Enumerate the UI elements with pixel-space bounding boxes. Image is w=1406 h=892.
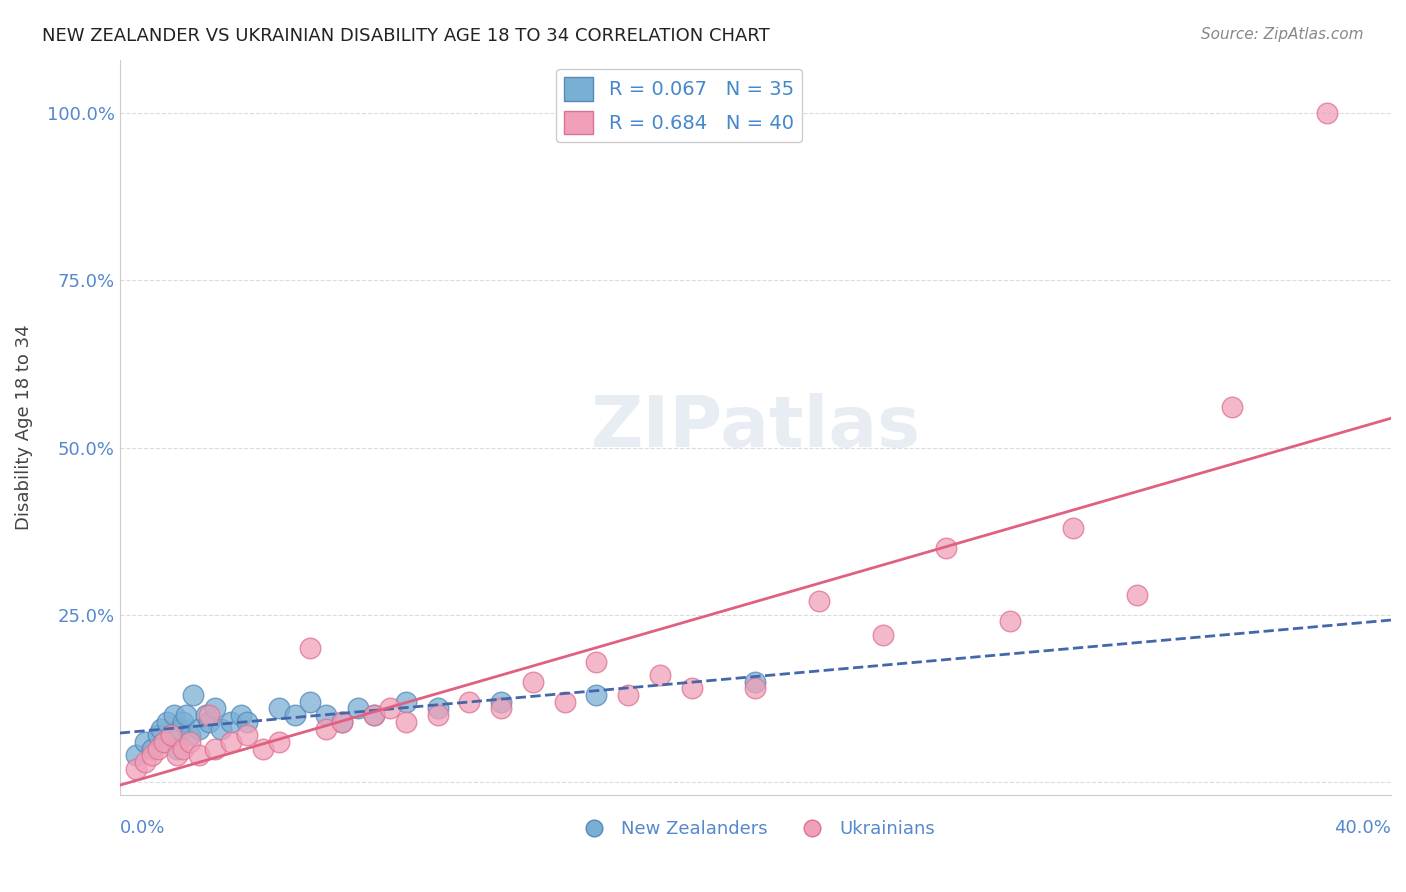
Point (1062, 521, 1084, 535)
Point (163, 708, 186, 723)
Point (159, 728, 181, 742)
Y-axis label: Disability Age 18 to 34: Disability Age 18 to 34 (15, 325, 32, 531)
Point (267, 701, 290, 715)
Point (458, 695, 481, 709)
Point (236, 728, 259, 742)
Point (166, 748, 188, 763)
Point (188, 748, 211, 763)
Point (315, 722, 337, 736)
Point (150, 722, 173, 736)
Point (998, 615, 1021, 629)
Point (124, 762, 146, 776)
Point (179, 728, 201, 742)
Point (1316, 106, 1339, 120)
Point (681, 681, 703, 696)
Point (807, 594, 830, 608)
Point (426, 701, 449, 715)
Point (197, 714, 219, 729)
Point (522, 674, 544, 689)
Text: NEW ZEALANDER VS UKRAINIAN DISABILITY AGE 18 TO 34 CORRELATION CHART: NEW ZEALANDER VS UKRAINIAN DISABILITY AG… (42, 27, 770, 45)
Point (315, 708, 337, 723)
Point (267, 735, 290, 749)
Point (489, 701, 512, 715)
Point (252, 741, 274, 756)
Point (1220, 401, 1243, 415)
Point (426, 708, 449, 723)
Point (169, 722, 191, 736)
Point (141, 741, 163, 756)
Point (146, 728, 169, 742)
Point (489, 695, 512, 709)
Point (181, 688, 204, 702)
Point (395, 714, 418, 729)
Point (330, 714, 353, 729)
Point (172, 741, 194, 756)
Point (585, 688, 607, 702)
Point (134, 755, 156, 769)
Text: Source: ZipAtlas.com: Source: ZipAtlas.com (1201, 27, 1364, 42)
Text: 0.0%: 0.0% (120, 819, 165, 837)
Point (378, 701, 401, 715)
Point (159, 728, 181, 742)
Point (935, 541, 957, 555)
Point (176, 708, 198, 723)
Point (153, 735, 176, 749)
Point (872, 628, 894, 642)
Point (134, 735, 156, 749)
Point (188, 722, 211, 736)
Point (363, 708, 385, 723)
Text: 40.0%: 40.0% (1334, 819, 1391, 837)
Point (363, 708, 385, 723)
Legend: New Zealanders, Ukrainians: New Zealanders, Ukrainians (568, 813, 942, 846)
Point (194, 708, 217, 723)
Point (219, 714, 242, 729)
Point (229, 708, 252, 723)
Point (330, 714, 353, 729)
Point (744, 674, 766, 689)
Point (617, 688, 640, 702)
Point (156, 714, 179, 729)
Point (554, 695, 576, 709)
Point (299, 695, 322, 709)
Point (395, 695, 418, 709)
Text: ZIPatlas: ZIPatlas (591, 393, 921, 462)
Point (283, 708, 305, 723)
Point (197, 708, 219, 723)
Point (585, 655, 607, 669)
Point (1125, 588, 1147, 602)
Point (211, 722, 233, 736)
Point (204, 741, 226, 756)
Point (648, 668, 671, 682)
Point (153, 735, 176, 749)
Point (744, 681, 766, 696)
Point (347, 701, 370, 715)
Point (141, 748, 163, 763)
Point (179, 735, 201, 749)
Point (146, 741, 169, 756)
Point (204, 701, 226, 715)
Point (219, 735, 242, 749)
Point (172, 714, 194, 729)
Point (166, 741, 188, 756)
Point (124, 748, 146, 763)
Point (236, 714, 259, 729)
Point (299, 641, 322, 656)
